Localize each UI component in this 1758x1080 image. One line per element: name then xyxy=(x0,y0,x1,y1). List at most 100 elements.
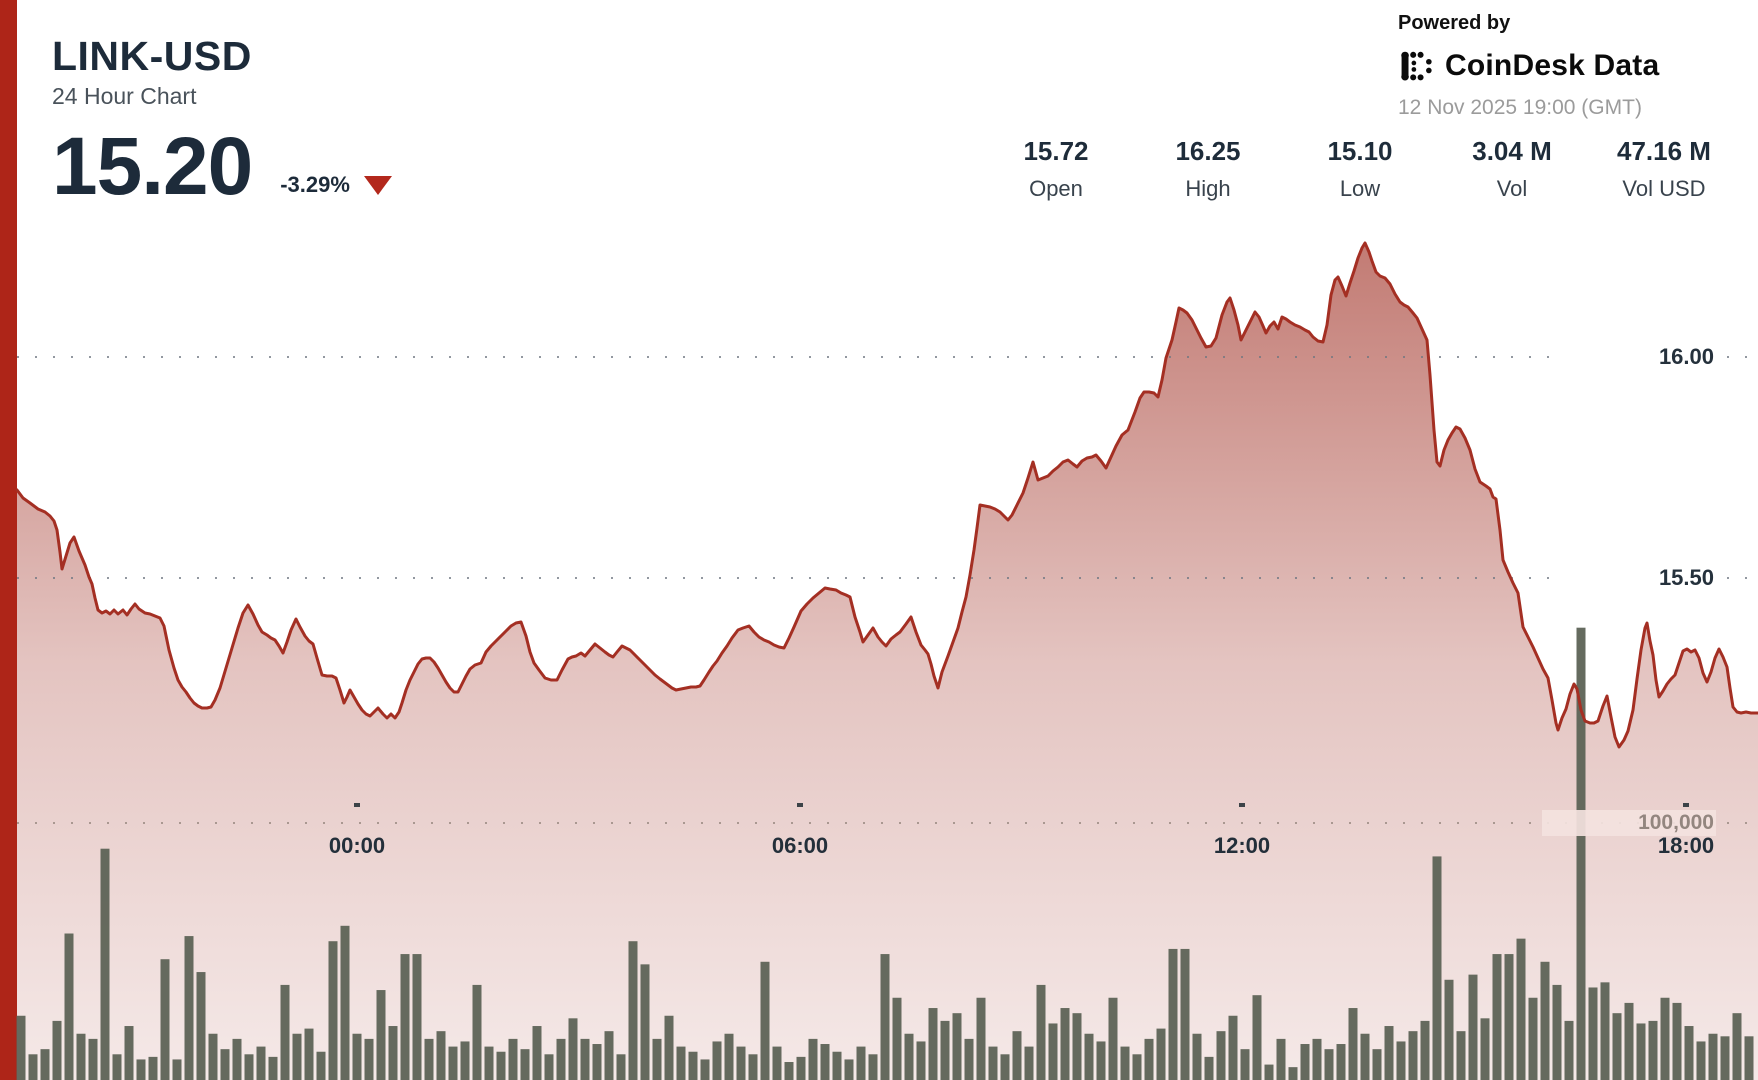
stat-volume: 3.04 M Vol xyxy=(1436,136,1588,202)
volume-bar xyxy=(280,984,290,1080)
volume-bar xyxy=(52,1020,62,1080)
volume-bar xyxy=(1000,1054,1010,1080)
powered-by-label: Powered by xyxy=(1398,12,1511,34)
volume-bar xyxy=(196,972,206,1080)
volume-bar xyxy=(1696,1041,1706,1080)
volume-bar xyxy=(472,984,482,1080)
volume-bar xyxy=(688,1051,698,1080)
volume-bar xyxy=(1576,627,1586,1080)
volume-bar xyxy=(40,1049,50,1080)
volume-bar xyxy=(1684,1026,1694,1080)
volume-bar xyxy=(1648,1020,1658,1080)
volume-bar xyxy=(148,1056,158,1080)
volume-bar xyxy=(1276,1038,1286,1080)
volume-bar xyxy=(544,1054,554,1080)
volume-bar xyxy=(1348,1008,1358,1080)
volume-bar xyxy=(136,1059,146,1080)
volume-bar xyxy=(1120,1046,1130,1080)
volume-bar xyxy=(1312,1038,1322,1080)
volume-bar xyxy=(1324,1049,1334,1080)
price-line xyxy=(15,241,1758,749)
volume-bar xyxy=(1048,1023,1058,1080)
volume-bar xyxy=(892,997,902,1080)
stat-low-value: 15.10 xyxy=(1327,136,1393,166)
volume-bar xyxy=(760,961,770,1080)
volume-bar xyxy=(976,997,986,1080)
volume-bar xyxy=(880,954,890,1080)
volume-bar xyxy=(1204,1056,1214,1080)
volume-bar xyxy=(1132,1054,1142,1080)
volume-bar xyxy=(1456,1031,1466,1080)
volume-bar xyxy=(1720,1036,1730,1080)
volume-bar xyxy=(1492,954,1502,1080)
volume-bar xyxy=(628,941,638,1080)
volume-bar xyxy=(88,1038,98,1080)
volume-bar xyxy=(664,1015,674,1080)
chart-header: LINK-USD 24 Hour Chart xyxy=(52,33,252,110)
volume-bar xyxy=(1108,997,1118,1080)
volume-bar xyxy=(1468,974,1478,1080)
volume-bar xyxy=(160,959,170,1080)
volume-bar xyxy=(592,1044,602,1080)
volume-bar xyxy=(484,1046,494,1080)
volume-bar xyxy=(388,1026,398,1080)
price-area-fill xyxy=(17,243,1758,1080)
volume-bar xyxy=(1396,1041,1406,1080)
volume-bar xyxy=(616,1054,626,1080)
volume-bar xyxy=(1636,1023,1646,1080)
volume-bar xyxy=(100,848,110,1080)
volume-bar xyxy=(1504,954,1514,1080)
volume-bar xyxy=(1480,1018,1490,1080)
volume-bar xyxy=(424,1038,434,1080)
stat-open: 15.72 Open xyxy=(980,136,1132,202)
volume-bar xyxy=(796,1056,806,1080)
volume-bar xyxy=(940,1020,950,1080)
stat-volume-usd: 47.16 M Vol USD xyxy=(1588,136,1740,202)
volume-bar xyxy=(1624,1002,1634,1080)
volume-bar xyxy=(1516,938,1526,1080)
volume-bar xyxy=(964,1038,974,1080)
volume-bar xyxy=(172,1059,182,1080)
volume-bar xyxy=(556,1038,566,1080)
volume-bar xyxy=(1012,1031,1022,1080)
volume-bar xyxy=(1600,982,1610,1080)
volume-bar xyxy=(1744,1036,1754,1080)
time-tick-mark xyxy=(797,803,803,807)
volume-bar xyxy=(316,1051,326,1080)
volume-bar xyxy=(856,1046,866,1080)
volume-bar xyxy=(1036,984,1046,1080)
stat-open-label: Open xyxy=(1029,176,1083,202)
volume-bar xyxy=(1024,1046,1034,1080)
volume-bar xyxy=(1588,987,1598,1080)
volume-bar xyxy=(1228,1015,1238,1080)
chart-subtitle: 24 Hour Chart xyxy=(52,83,197,110)
volume-bar xyxy=(112,1054,122,1080)
volume-bar xyxy=(1672,1002,1682,1080)
volume-bar xyxy=(16,1015,26,1080)
stat-volume-value: 3.04 M xyxy=(1472,136,1552,166)
left-accent-stripe xyxy=(0,0,17,1080)
volume-bar xyxy=(352,1033,362,1080)
volume-bar xyxy=(1192,1033,1202,1080)
volume-bar xyxy=(1084,1033,1094,1080)
volume-bar xyxy=(1336,1044,1346,1080)
volume-bar xyxy=(1168,948,1178,1080)
volume-bar xyxy=(916,1041,926,1080)
volume-bar xyxy=(1180,948,1190,1080)
volume-bar xyxy=(652,1038,662,1080)
volume-bar xyxy=(724,1033,734,1080)
volume-bar xyxy=(700,1059,710,1080)
volume-bar xyxy=(1060,1008,1070,1080)
volume-bar xyxy=(1660,997,1670,1080)
volume-bar xyxy=(1288,1067,1298,1080)
volume-bar xyxy=(1540,961,1550,1080)
volume-bar xyxy=(868,1054,878,1080)
volume-bar xyxy=(748,1054,758,1080)
volume-bar xyxy=(988,1046,998,1080)
volume-bar xyxy=(1564,1020,1574,1080)
volume-bar xyxy=(28,1054,38,1080)
volume-bar xyxy=(1252,995,1262,1080)
stat-high: 16.25 High xyxy=(1132,136,1284,202)
volume-bar xyxy=(244,1054,254,1080)
